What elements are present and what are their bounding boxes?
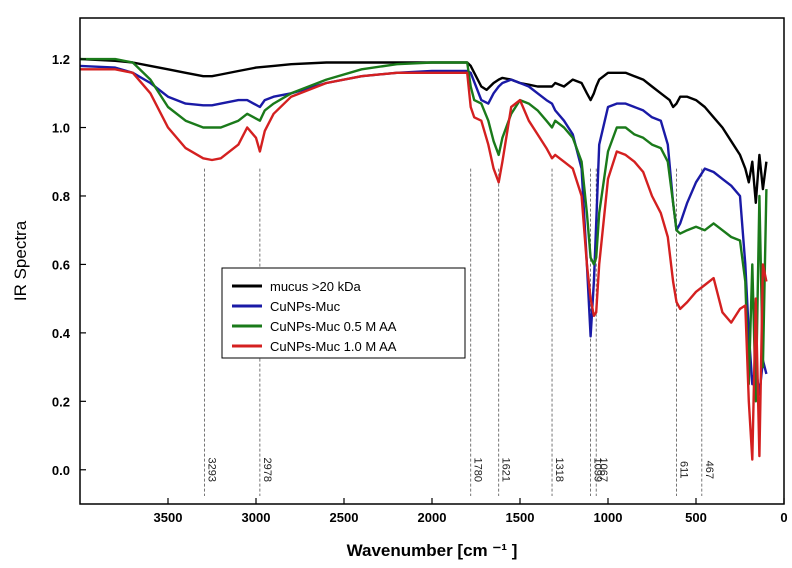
x-tick-label: 0 [780, 510, 787, 525]
annotation-label: 3293 [205, 458, 217, 482]
y-tick-label: 0.2 [52, 394, 70, 409]
y-axis-title: IR Spectra [11, 220, 30, 301]
annotation-label: 467 [703, 461, 715, 479]
series-line-4 [80, 68, 768, 461]
series-layer [80, 57, 768, 461]
plot-frame [79, 17, 785, 505]
series-line-1 [80, 57, 768, 205]
x-axis-title: Wavenumber [cm ⁻¹ ] [347, 541, 518, 560]
x-tick-label: 1500 [506, 510, 535, 525]
annotation-label: 1780 [472, 458, 484, 482]
x-tick-label: 2500 [330, 510, 359, 525]
annotation-label: 1099 [592, 458, 604, 482]
tick-layer: 3500 3000 2500 2000 1500 1000 500 0 0.0 0.2 0.4 0.6… [52, 52, 788, 525]
y-tick-label: 0.8 [52, 189, 70, 204]
y-tick-label: 0.0 [52, 463, 70, 478]
x-tick-label: 2000 [418, 510, 447, 525]
x-tick-label: 3000 [242, 510, 271, 525]
x-tick-label: 1000 [594, 510, 623, 525]
y-tick-label: 1.0 [52, 121, 70, 136]
annotation-label: 1067 [597, 458, 609, 482]
axes-layer [79, 17, 785, 505]
y-tick-label: 1.2 [52, 52, 70, 67]
legend-label: CuNPs-Muc 1.0 M AA [270, 339, 397, 354]
legend: mucus >20 kDa CuNPs-Muc CuNPs-Muc 0.5 M AA… [221, 267, 466, 359]
legend-label: CuNPs-Muc [270, 299, 341, 314]
y-tick-label: 0.6 [52, 257, 70, 272]
x-tick-label: 3500 [154, 510, 183, 525]
series-line-2 [80, 64, 768, 396]
annotation-label: 611 [677, 461, 689, 479]
y-tick-label: 0.4 [52, 326, 71, 341]
series-line-3 [80, 57, 768, 403]
legend-label: CuNPs-Muc 0.5 M AA [270, 319, 397, 334]
annotation-label: 2978 [261, 458, 273, 482]
legend-box [221, 267, 466, 359]
x-tick-label: 500 [685, 510, 707, 525]
annotation-label: 1621 [500, 458, 512, 482]
annotation-label: 1318 [553, 458, 565, 482]
legend-label: mucus >20 kDa [270, 279, 361, 294]
